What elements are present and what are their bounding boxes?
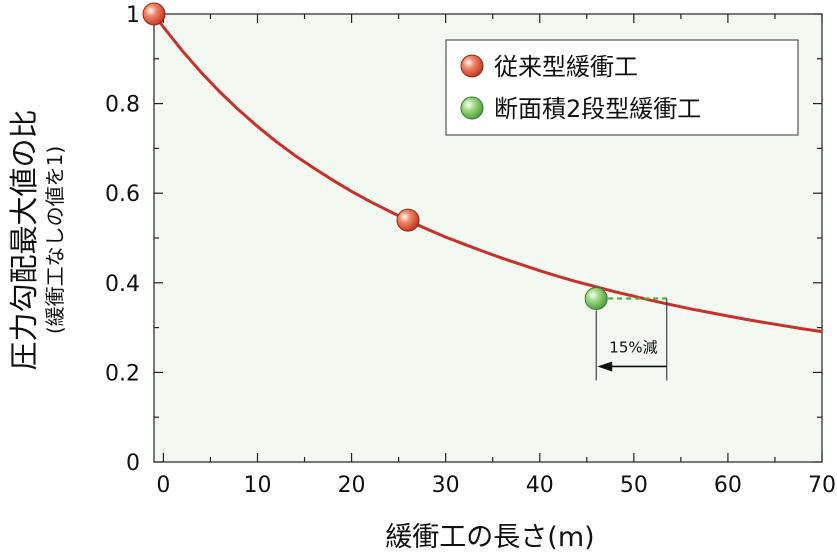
x-tick-label: 40 [526,473,554,498]
x-tick-labels: 0 10 20 30 40 50 60 70 [156,473,836,498]
axis-ticks [154,13,823,463]
y-tick-label: 0.6 [105,182,140,207]
x-tick-label: 60 [714,473,742,498]
y-axis-subtitle: (緩衝工なしの値を1) [43,146,67,334]
legend-marker-red [460,54,484,78]
y-tick-label: 0.8 [105,93,140,118]
y-tick-label: 0.2 [105,361,140,386]
series-line-conventional [152,13,823,334]
x-tick-label: 70 [808,473,836,498]
legend-label-two-stage: 断面積2段型緩衝工 [494,95,701,123]
y-tick-label: 0.4 [105,272,140,297]
y-tick-label: 1 [126,3,140,28]
annotation-arrow-head [597,361,613,372]
annotation-layer: 15%減 [595,297,668,381]
legend: 従来型緩衝工 断面積2段型緩衝工 [445,39,799,136]
series-layer [142,2,823,334]
x-tick-label: 0 [156,473,170,498]
y-tick-labels: 0 0.2 0.4 0.6 0.8 1 [105,3,140,476]
x-tick-label: 50 [620,473,648,498]
x-axis-title: 緩衝工の長さ(m) [385,522,594,553]
x-tick-label: 30 [432,473,460,498]
y-axis-title: 圧力勾配最大値の比 [7,109,41,370]
y-tick-label: 0 [126,451,140,476]
legend-marker-green [460,96,484,120]
marker-two-stage [584,286,608,310]
marker-conventional [396,208,420,232]
legend-label-conventional: 従来型緩衝工 [494,53,638,81]
marker-conventional [142,2,166,26]
x-tick-label: 10 [243,473,271,498]
annotation-label: 15%減 [609,338,657,356]
legend-box [445,39,799,136]
x-tick-label: 20 [338,473,366,498]
